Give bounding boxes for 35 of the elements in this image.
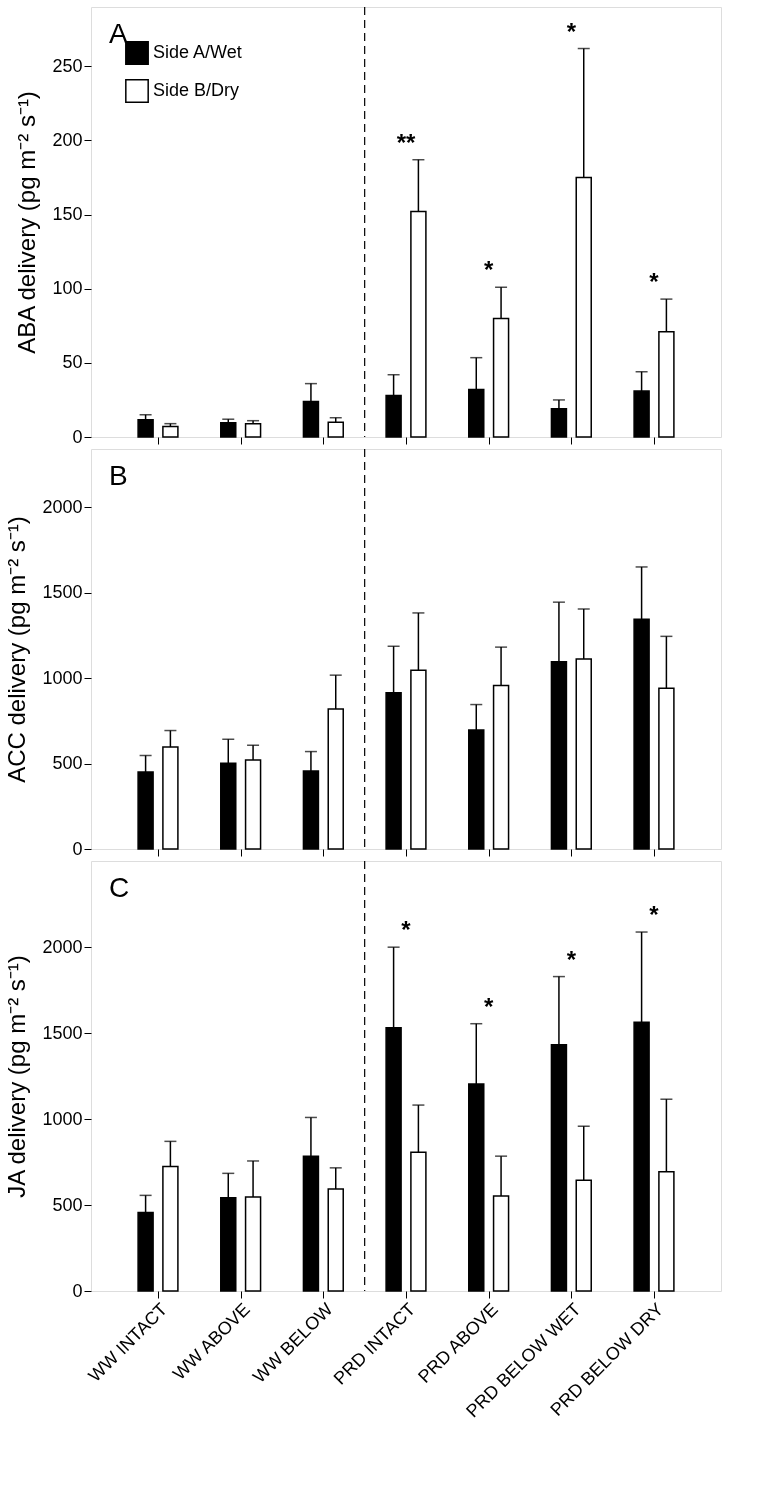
bar (162, 425, 179, 438)
chart-title: C (109, 872, 130, 903)
annotation: * (483, 256, 494, 284)
y-axis-title: JA delivery (pg m⁻² s⁻¹) (3, 955, 31, 1198)
annotation: * (566, 17, 577, 45)
y-tick-label: 1000 (42, 1108, 83, 1129)
y-tick-label: 150 (52, 204, 83, 225)
y-tick-label: 1500 (42, 582, 83, 603)
annotation: ** (396, 128, 416, 156)
annotation: * (401, 916, 412, 944)
bar (244, 422, 262, 438)
annotation: * (566, 945, 577, 973)
y-tick-label: 250 (52, 55, 83, 76)
chart-title: A (109, 18, 128, 49)
bar (137, 419, 154, 438)
y-tick-label: 500 (52, 1194, 83, 1215)
y-axis-title: ACC delivery (pg m⁻² s⁻¹) (3, 516, 31, 783)
y-axis-title: ABA delivery (pg m⁻² s⁻¹) (13, 91, 41, 354)
y-tick-label: 0 (72, 1280, 83, 1301)
legend-label: Side A/Wet (153, 42, 242, 62)
annotation: * (649, 901, 660, 929)
y-tick-label: 2000 (42, 936, 83, 957)
y-tick-label: 500 (52, 753, 83, 774)
y-tick-label: 1500 (42, 1022, 83, 1043)
chart-title: B (109, 460, 128, 491)
y-tick-label: 100 (52, 278, 83, 299)
annotation: * (649, 268, 660, 296)
y-tick-label: 50 (62, 352, 83, 373)
y-tick-label: 2000 (42, 496, 83, 517)
y-tick-label: 0 (72, 838, 83, 859)
y-tick-label: 0 (72, 426, 83, 447)
y-tick-label: 1000 (42, 667, 83, 688)
annotation: * (483, 992, 494, 1020)
y-tick-label: 200 (52, 129, 83, 150)
legend-label: Side B/Dry (153, 80, 240, 100)
